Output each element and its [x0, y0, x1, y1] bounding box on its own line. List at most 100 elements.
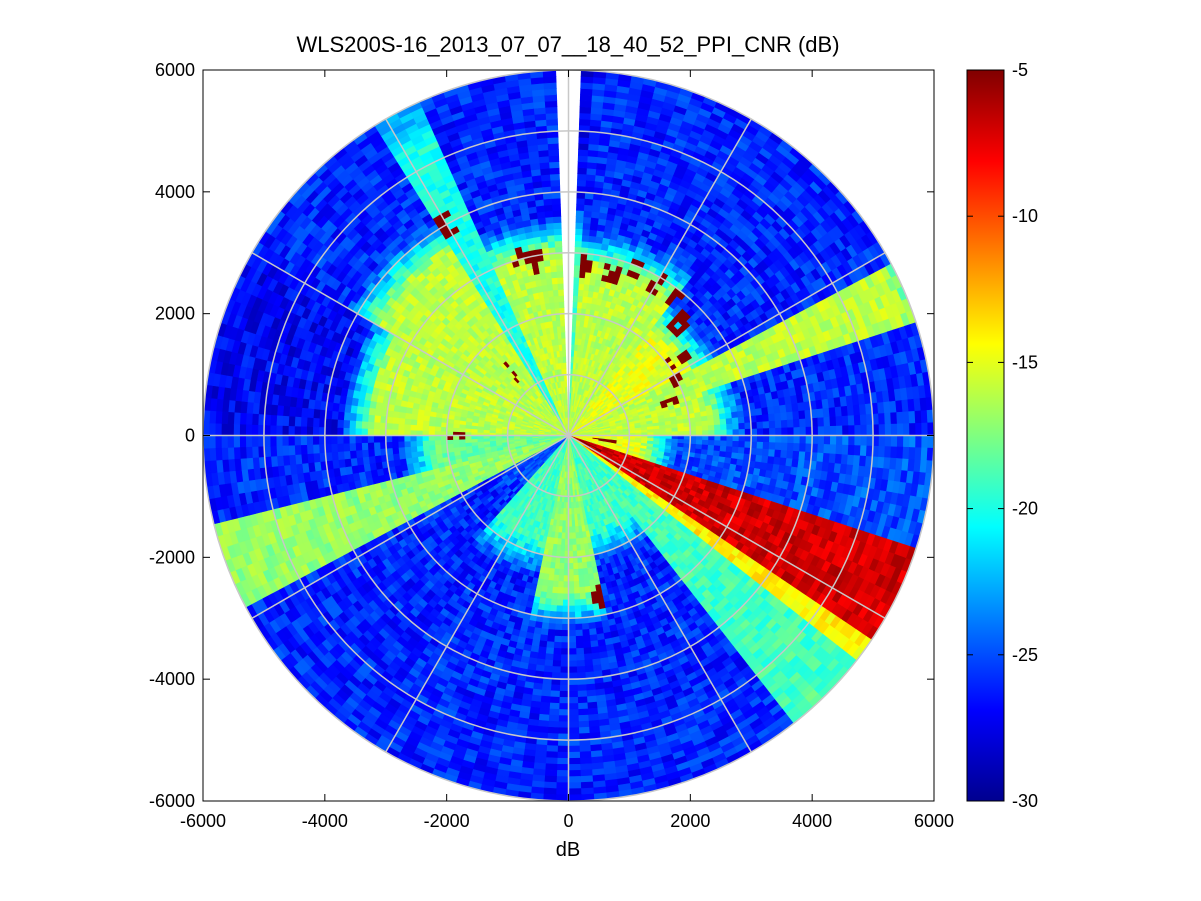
cnr-cell — [890, 423, 898, 436]
cnr-cell — [768, 449, 776, 458]
cnr-cell — [834, 453, 843, 465]
cnr-cell — [860, 435, 868, 447]
cnr-cell — [720, 424, 728, 431]
cnr-cell — [689, 439, 697, 445]
cnr-cell — [578, 136, 590, 145]
cnr-cell — [756, 428, 764, 436]
cnr-cell — [878, 446, 886, 458]
cnr-cell — [574, 234, 583, 242]
cnr-cell — [726, 423, 734, 431]
cnr-cell — [780, 412, 788, 421]
cnr-cell — [915, 435, 923, 449]
cnr-cell — [786, 419, 795, 429]
cnr-cell — [582, 228, 591, 236]
cnr-cell — [792, 450, 800, 461]
cnr-cell — [756, 421, 764, 430]
cnr-cell — [774, 420, 782, 429]
cnr-cell — [719, 445, 727, 453]
cnr-cell — [829, 416, 837, 427]
cnr-cell — [583, 210, 593, 218]
cnr-cell — [846, 454, 855, 466]
cnr-cell — [781, 427, 789, 436]
cnr-cell — [817, 426, 825, 436]
cnr-cell — [890, 446, 898, 459]
cnr-cell — [573, 270, 581, 278]
cnr-cell — [579, 106, 592, 114]
cnr-cell — [726, 429, 734, 436]
cnr-cell — [725, 446, 733, 454]
cnr-cell — [653, 428, 661, 433]
cnr-cell — [774, 449, 782, 459]
cnr-cell — [586, 173, 597, 182]
cnr-cell — [829, 425, 837, 436]
cnr-cell — [828, 407, 837, 418]
cnr-cell — [738, 435, 746, 442]
cnr-cell — [581, 234, 590, 242]
cnr-cell — [762, 421, 770, 430]
cnr-cell — [842, 425, 850, 436]
cnr-cell — [769, 435, 776, 444]
cnr-cell — [872, 424, 880, 436]
cnr-cell — [805, 426, 813, 436]
cnr-cell — [574, 240, 583, 248]
cnr-cell — [708, 435, 716, 441]
cnr-cell — [695, 439, 703, 446]
cnr-cell — [859, 445, 868, 457]
cnr-cell — [572, 307, 578, 315]
cnr-cell — [793, 419, 801, 428]
cnr-cell — [799, 443, 807, 453]
cnr-cell — [578, 277, 586, 285]
cnr-cell — [896, 423, 904, 436]
cnr-cell — [695, 425, 703, 432]
cnr-cell — [847, 415, 855, 427]
cnr-cell — [701, 420, 709, 427]
cnr-cell — [573, 276, 580, 284]
cnr-cell — [798, 451, 806, 461]
cnr-cell — [915, 422, 923, 436]
cnr-cell — [780, 450, 788, 459]
cnr-cell — [750, 428, 758, 436]
cnr-cell — [750, 435, 758, 443]
cnr-cell — [840, 454, 849, 466]
cnr-cell — [713, 419, 721, 426]
cnr-cell — [755, 454, 763, 463]
cnr-cell — [908, 447, 916, 461]
cnr-cell — [768, 420, 776, 429]
cnr-cell — [835, 416, 843, 427]
cnr-cell — [756, 435, 764, 443]
cnr-cell — [725, 412, 733, 420]
cnr-cell — [576, 197, 586, 205]
cnr-cell — [588, 235, 597, 243]
cnr-cell — [578, 142, 590, 151]
cnr-cell — [731, 446, 739, 454]
cnr-cell — [921, 435, 929, 449]
cnr-cell — [834, 406, 843, 418]
cnr-cell — [921, 422, 929, 436]
cnr-cell — [786, 442, 795, 452]
cnr-cell — [665, 427, 673, 433]
cnr-cell — [677, 427, 685, 432]
cnr-cell — [575, 216, 585, 224]
cnr-cell — [720, 440, 728, 447]
cnr-cell — [755, 448, 764, 457]
cnr-cell — [720, 435, 728, 442]
cnr-cell — [890, 412, 898, 425]
cnr-cell — [798, 410, 806, 420]
cnr-cell — [829, 435, 837, 446]
cnr-cell — [823, 416, 831, 427]
cnr-cell — [719, 418, 727, 426]
cnr-cell — [775, 427, 783, 436]
cnr-cell — [706, 414, 715, 422]
cnr-cell — [572, 301, 579, 309]
cnr-cell — [573, 282, 580, 290]
cnr-cell — [732, 423, 740, 431]
cnr-cell — [577, 167, 588, 175]
cnr-cell — [775, 435, 783, 444]
cnr-cell — [822, 453, 831, 464]
cnr-cell — [902, 446, 910, 460]
cnr-cell — [714, 424, 722, 431]
cnr-cell — [762, 414, 770, 423]
cnr-cell — [737, 416, 746, 424]
cnr-cell — [817, 443, 825, 454]
